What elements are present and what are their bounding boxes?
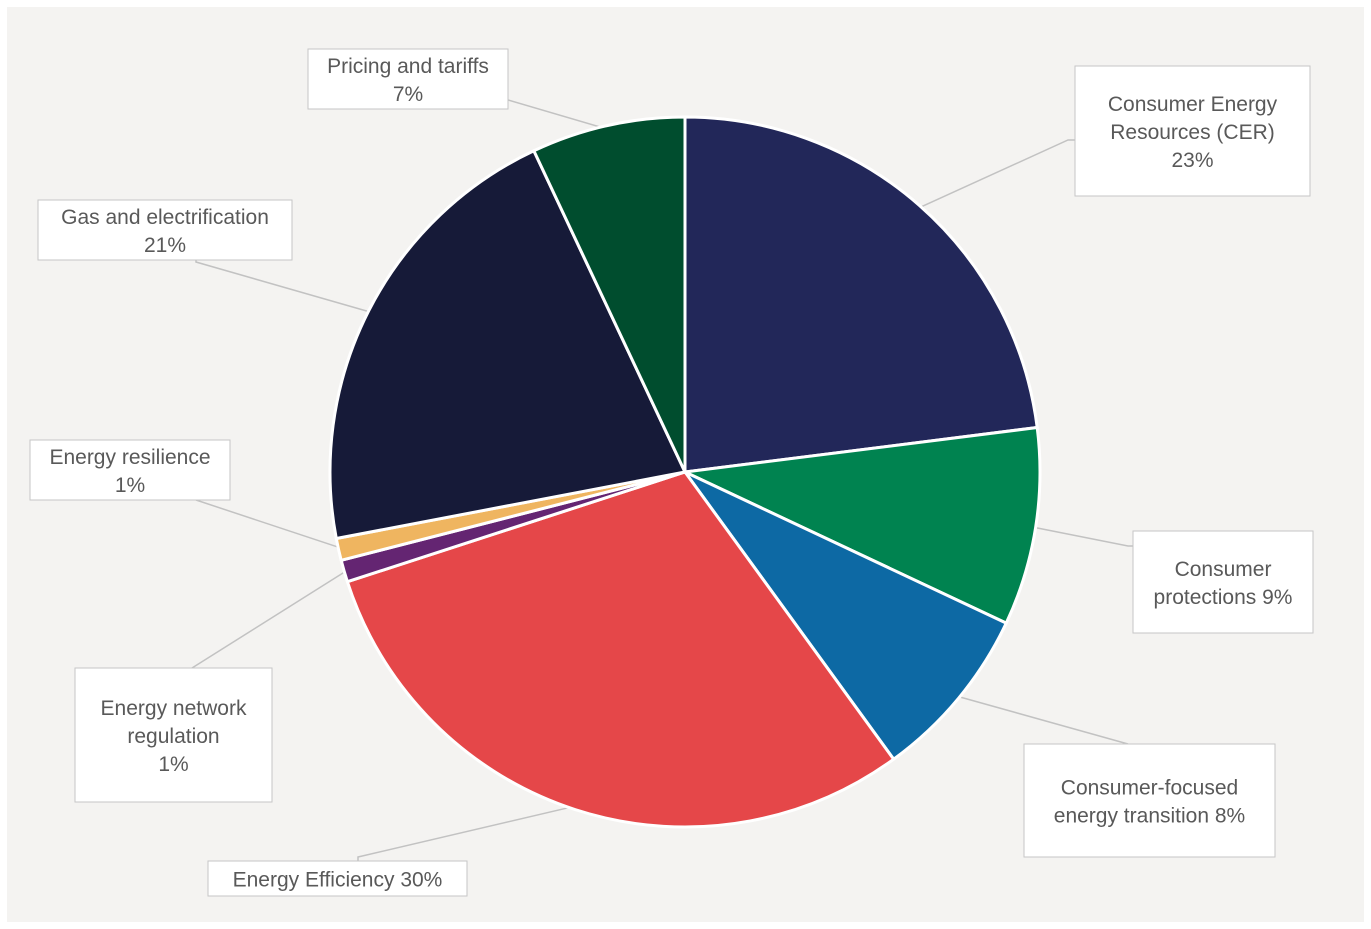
data-label-box	[207, 860, 468, 897]
data-label-text: regulation	[127, 725, 219, 748]
data-label-callout: Energy network regulation 1%	[74, 667, 273, 803]
leader-line	[916, 139, 1075, 210]
data-label-text: Consumer Energy	[1108, 93, 1278, 116]
pie-slice-energy-efficiency	[345, 470, 896, 829]
data-label-text: 7%	[393, 83, 423, 106]
leader-line	[1031, 526, 1133, 547]
data-label-callout: Consumer Energy Resources (CER) 23%	[1074, 65, 1311, 197]
data-label-callout: Gas and electrification 21%	[37, 199, 293, 261]
data-label-text: Resources (CER)	[1110, 121, 1275, 144]
data-label-text: 1%	[158, 753, 188, 776]
pie-slice-consumer-energy-resources-cer	[683, 115, 1039, 474]
data-label-callout: Consumer protections 9%	[1132, 530, 1314, 634]
data-label-text: Consumer-focused	[1061, 776, 1238, 799]
leader-lines	[191, 99, 1133, 861]
data-label-text: Pricing and tariffs	[327, 55, 489, 78]
data-label-text: 23%	[1171, 149, 1213, 172]
data-label-box	[307, 48, 509, 110]
leader-line	[507, 99, 609, 131]
leader-line	[357, 805, 577, 861]
data-label-text: energy transition 8%	[1054, 804, 1245, 827]
data-label-callout: Energy resilience 1%	[29, 439, 231, 501]
data-label-text: 21%	[144, 234, 186, 257]
pie-slices	[328, 115, 1042, 829]
pie-slice-consumer-protections	[683, 426, 1042, 625]
pie-slice-consumer-focused-energy-transition	[683, 470, 1008, 761]
data-label-text: Energy resilience	[49, 446, 210, 469]
pie-slice-gas-and-electrification	[328, 149, 687, 541]
data-label-text: Consumer	[1175, 558, 1272, 581]
data-label-box	[1132, 530, 1314, 634]
data-label-box	[37, 199, 293, 261]
data-label-text: Gas and electrification	[61, 206, 269, 229]
data-label-callout: Pricing and tariffs 7%	[307, 48, 509, 110]
leader-line	[195, 260, 373, 314]
leader-line	[955, 695, 1129, 745]
data-label-callout: Energy Efficiency 30%	[207, 860, 468, 897]
leader-line	[195, 499, 343, 550]
data-label-callout: Consumer-focused energy transition 8%	[1023, 743, 1276, 858]
data-label-box	[1074, 65, 1311, 197]
data-label-box	[74, 667, 273, 803]
pie-slice-pricing-and-tariffs	[532, 115, 687, 474]
data-label-text: 1%	[115, 474, 145, 497]
data-label-box	[1023, 743, 1276, 858]
data-label-text: Energy network	[101, 697, 247, 720]
data-label-box	[29, 439, 231, 501]
leader-line	[191, 569, 349, 669]
data-label-text: protections 9%	[1154, 586, 1293, 609]
data-label-text: Energy Efficiency 30%	[233, 868, 443, 891]
